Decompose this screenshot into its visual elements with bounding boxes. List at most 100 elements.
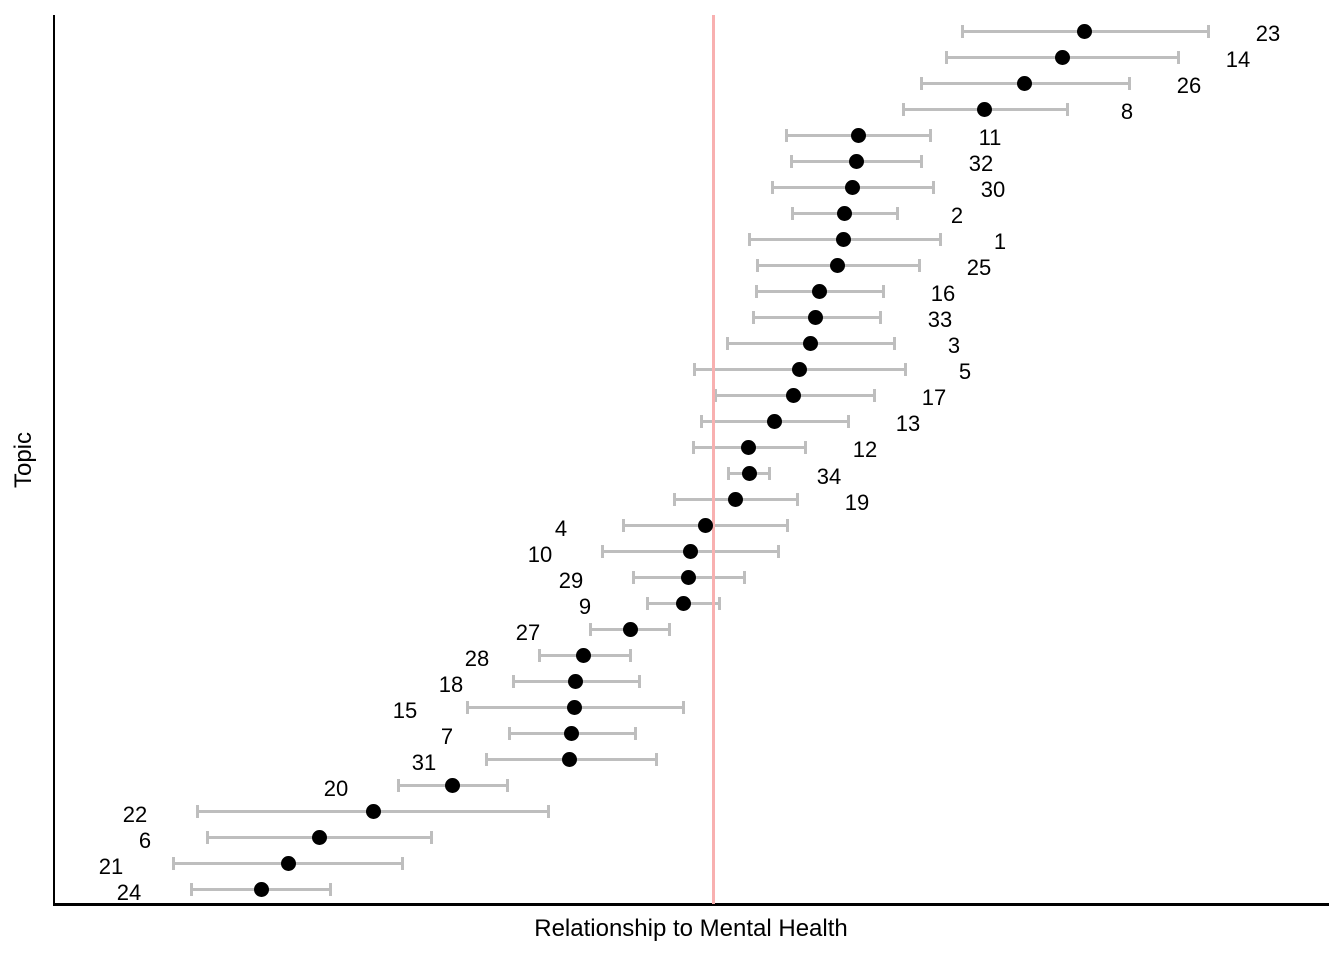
- error-bar-cap-high: [505, 779, 509, 793]
- error-bar-cap-low: [672, 493, 676, 507]
- error-bar-cap-low: [537, 649, 541, 663]
- data-point-dot: [563, 726, 579, 742]
- error-bar-cap-high: [917, 258, 921, 272]
- topic-label: 12: [852, 437, 878, 463]
- error-bar-cap-low: [944, 50, 948, 64]
- error-bar-cap-low: [770, 180, 774, 194]
- error-bar-cap-high: [328, 883, 332, 897]
- error-bar-cap-low: [484, 753, 488, 767]
- error-bar-cap-low: [189, 883, 193, 897]
- topic-label: 9: [578, 593, 592, 619]
- error-bar-cap-high: [633, 727, 637, 741]
- error-bar-cap-low: [960, 24, 964, 38]
- data-point-dot: [844, 179, 860, 195]
- data-point-dot: [311, 830, 327, 846]
- error-bar-cap-low: [751, 310, 755, 324]
- error-bar-cap-low: [511, 675, 515, 689]
- topic-label: 10: [527, 541, 553, 567]
- data-point-dot: [835, 231, 851, 247]
- error-bar-cap-high: [1176, 50, 1180, 64]
- topic-label: 16: [930, 281, 956, 307]
- data-point-dot: [1076, 23, 1092, 39]
- data-point-dot: [727, 492, 743, 508]
- topic-label: 11: [978, 125, 1002, 151]
- topic-label: 23: [1255, 21, 1281, 46]
- error-bar-cap-high: [546, 805, 550, 819]
- error-bar-cap-high: [795, 493, 799, 507]
- topic-label: 33: [927, 307, 953, 333]
- data-point-dot: [791, 361, 807, 377]
- data-point-dot: [976, 101, 992, 117]
- topic-label: 14: [1225, 47, 1251, 73]
- error-bar-cap-high: [1206, 24, 1210, 38]
- topic-label: 3: [947, 333, 961, 359]
- data-point-dot: [253, 882, 269, 898]
- topic-label: 13: [895, 411, 921, 437]
- error-bar-cap-high: [892, 336, 896, 350]
- data-point-dot: [697, 518, 713, 534]
- error-bar-cap-high: [628, 649, 632, 663]
- error-bar-cap-low: [171, 857, 175, 871]
- data-point-dot: [802, 335, 818, 351]
- error-bar-cap-low: [465, 701, 469, 715]
- topic-label: 18: [438, 671, 464, 697]
- error-bar-cap-high: [742, 571, 746, 585]
- error-bar-cap-high: [928, 128, 932, 142]
- data-point-dot: [811, 283, 827, 299]
- y-axis-line: [53, 15, 55, 905]
- error-bar-cap-low: [901, 102, 905, 116]
- data-point-dot: [682, 544, 698, 560]
- topic-label: 1: [993, 229, 1007, 255]
- x-axis-title: Relationship to Mental Health: [534, 915, 848, 942]
- error-bar-cap-high: [776, 545, 780, 559]
- error-bar-cap-low: [713, 388, 717, 402]
- data-point-dot: [444, 778, 460, 794]
- topic-label: 15: [392, 697, 418, 723]
- error-bar-cap-low: [789, 154, 793, 168]
- topic-label: 30: [980, 177, 1006, 203]
- data-point-dot: [280, 856, 296, 872]
- error-bar-cap-high: [919, 154, 923, 168]
- data-point-dot: [566, 700, 582, 716]
- error-bar-cap-high: [938, 232, 942, 246]
- error-bar-cap-low: [195, 805, 199, 819]
- topic-label: 32: [968, 151, 994, 177]
- topic-label: 19: [844, 489, 870, 515]
- error-bar-cap-low: [790, 206, 794, 220]
- data-point-dot: [829, 257, 845, 273]
- topic-label: 2: [950, 203, 964, 229]
- topic-label: 17: [921, 385, 947, 411]
- data-point-dot: [561, 752, 577, 768]
- error-bar-cap-high: [681, 701, 685, 715]
- data-point-dot: [622, 622, 638, 638]
- error-bar-cap-high: [637, 675, 641, 689]
- error-bar-cap-low: [919, 76, 923, 90]
- error-bar-cap-high: [872, 388, 876, 402]
- error-bar-cap-low: [645, 597, 649, 611]
- error-bar-cap-low: [588, 623, 592, 637]
- data-point-dot: [675, 596, 691, 612]
- topic-label: 8: [1120, 99, 1134, 125]
- data-point-dot: [741, 466, 757, 481]
- error-bar-cap-high: [667, 623, 671, 637]
- data-point-dot: [575, 648, 591, 664]
- topic-label: 34: [816, 463, 842, 489]
- topic-label: 5: [958, 359, 972, 385]
- data-point-dot: [766, 413, 782, 429]
- error-bar-cap-low: [725, 336, 729, 350]
- data-point-dot: [807, 309, 823, 325]
- zero-reference-line: [711, 15, 715, 904]
- topic-label: 24: [116, 879, 142, 905]
- error-bar-cap-high: [654, 753, 658, 767]
- data-point-dot: [1054, 49, 1070, 65]
- x-axis-line: [53, 903, 1329, 906]
- error-bar-cap-low: [699, 414, 703, 428]
- topic-label: 22: [122, 801, 148, 827]
- topic-label: 28: [464, 645, 490, 671]
- error-bar-cap-high: [1065, 102, 1069, 116]
- error-bar-cap-low: [600, 545, 604, 559]
- error-bar-cap-high: [400, 857, 404, 871]
- error-bar-cap-high: [717, 597, 721, 611]
- error-bar-cap-low: [755, 258, 759, 272]
